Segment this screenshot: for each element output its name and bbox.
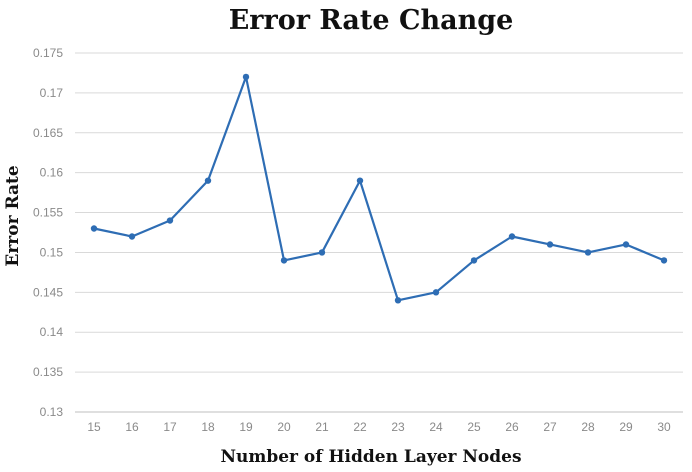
data-point (166, 217, 174, 224)
y-axis-ticks: 0.13 0.135 0.14 0.145 0.15 0.155 0.16 0.165 0.17… (33, 46, 63, 419)
data-point (470, 257, 478, 264)
y-tick-label: 0.17 (40, 86, 64, 100)
data-point (508, 233, 516, 240)
x-tick-label: 20 (277, 420, 291, 434)
y-axis-title: Error Rate (3, 165, 23, 266)
x-tick-label: 30 (657, 420, 671, 434)
x-tick-label: 26 (505, 420, 519, 434)
data-point (546, 241, 554, 248)
data-point (204, 177, 212, 184)
x-tick-label: 17 (163, 420, 177, 434)
x-axis-ticks: 15 16 17 18 19 20 21 22 23 24 25 26 27 28 29 30 (87, 420, 671, 434)
data-point (280, 257, 288, 264)
y-tick-label: 0.14 (40, 325, 64, 339)
data-point (90, 225, 98, 232)
x-tick-label: 27 (543, 420, 557, 434)
x-tick-label: 18 (201, 420, 215, 434)
y-tick-label: 0.155 (33, 206, 63, 220)
data-point (356, 177, 364, 184)
y-tick-label: 0.16 (40, 166, 64, 180)
series-line (93, 75, 665, 302)
data-point (584, 249, 592, 256)
x-tick-label: 28 (581, 420, 595, 434)
x-tick-label: 15 (87, 420, 101, 434)
y-tick-label: 0.145 (33, 285, 63, 299)
data-point (242, 73, 250, 81)
x-tick-label: 25 (467, 420, 481, 434)
x-tick-label: 22 (353, 420, 367, 434)
series (90, 73, 668, 304)
y-tick-label: 0.175 (33, 46, 63, 60)
data-point (128, 233, 136, 240)
data-point (318, 249, 326, 256)
y-tick-label: 0.13 (40, 405, 64, 419)
x-tick-label: 23 (391, 420, 405, 434)
x-tick-label: 24 (429, 420, 443, 434)
data-point (660, 257, 668, 264)
chart-title: Error Rate Change (229, 5, 514, 36)
y-tick-label: 0.165 (33, 126, 63, 140)
x-tick-label: 29 (619, 420, 633, 434)
gridlines (75, 52, 683, 413)
data-point (622, 241, 630, 248)
x-tick-label: 16 (125, 420, 139, 434)
x-tick-label: 21 (315, 420, 329, 434)
x-tick-label: 19 (239, 420, 253, 434)
y-tick-label: 0.15 (40, 245, 64, 259)
y-tick-label: 0.135 (33, 365, 63, 379)
x-axis-title: Number of Hidden Layer Nodes (220, 447, 521, 467)
data-point (432, 289, 440, 296)
data-point (394, 297, 402, 304)
